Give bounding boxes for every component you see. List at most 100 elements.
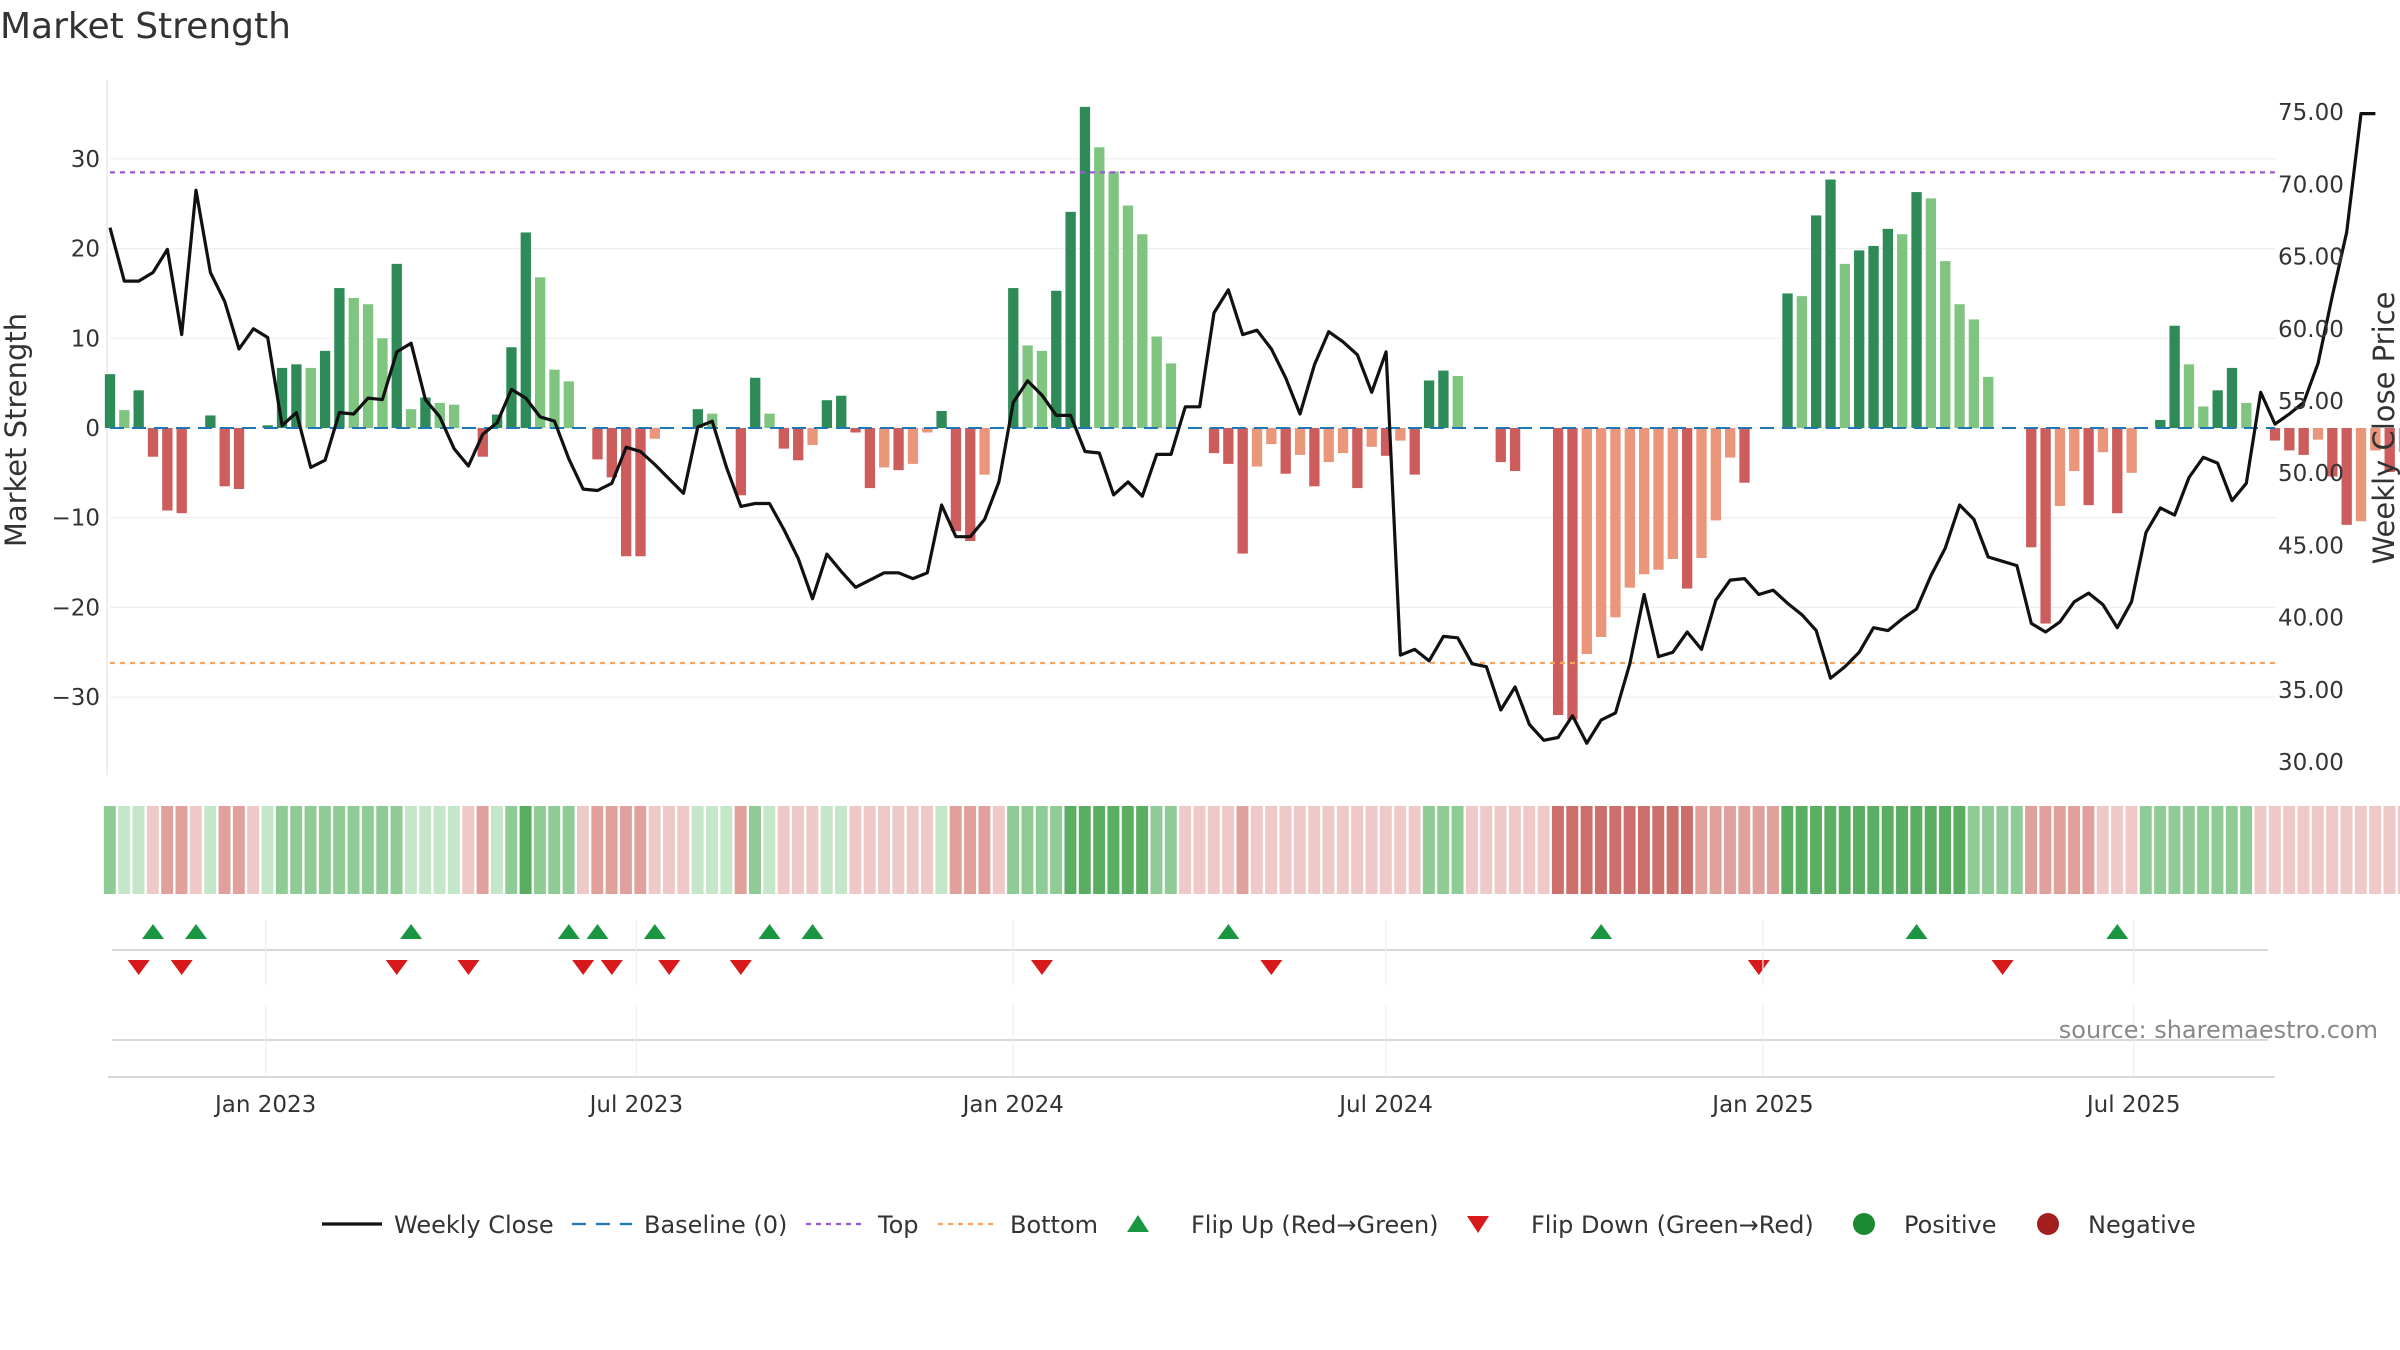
strength-bar	[635, 428, 646, 557]
x-tick-label: Jul 2025	[2085, 1092, 2181, 1118]
heat-strip-cell	[1767, 806, 1779, 894]
heat-strip-cell	[2283, 806, 2296, 894]
heat-strip-cell	[2297, 806, 2310, 894]
heat-strip-cell	[1838, 806, 1851, 894]
legend-item-baseline: Baseline (0)	[572, 1211, 787, 1239]
flip-markers-panel	[112, 924, 2268, 975]
heat-strip-cell	[591, 806, 604, 894]
strength-bar	[219, 428, 230, 487]
strength-bar	[276, 367, 288, 428]
heat-strip-cell	[634, 806, 647, 894]
x-tick-label: Jul 2023	[588, 1092, 684, 1118]
strength-bar	[1137, 234, 1148, 428]
heat-strip-cell	[189, 806, 202, 894]
heat-strip-cell	[1723, 806, 1736, 894]
strength-bar	[1079, 106, 1091, 429]
heat-strip-cell	[1580, 806, 1593, 894]
flip-down-marker	[127, 960, 150, 975]
strength-bar	[133, 390, 144, 428]
heat-strip-cell	[2010, 806, 2023, 894]
heat-strip-cell	[232, 806, 245, 894]
heat-strip-cell	[2096, 806, 2109, 894]
strength-bar	[2370, 428, 2381, 451]
heat-strip-cell	[964, 806, 977, 894]
heat-strip-cell	[691, 806, 704, 894]
strength-bar	[1509, 428, 1521, 472]
strength-bar	[176, 428, 187, 514]
heat-strip-cell	[892, 806, 905, 894]
heat-strip-cell	[734, 806, 747, 894]
strength-bar	[606, 428, 617, 478]
strength-bar	[291, 364, 302, 428]
strength-bar	[2312, 428, 2324, 440]
heat-strip-cell	[161, 806, 174, 894]
x-tick-label: Jul 2024	[1337, 1092, 1433, 1118]
flip-up-marker	[400, 924, 423, 939]
legend-label: Flip Down (Green→Red)	[1531, 1211, 1814, 1239]
strength-bar	[1409, 428, 1420, 475]
strength-bar	[405, 409, 417, 428]
heat-strip-cell	[462, 806, 475, 894]
strength-bar	[807, 428, 818, 446]
heat-strip-cell	[619, 806, 632, 894]
strength-bar	[778, 428, 790, 449]
heat-strip-cell	[1236, 806, 1249, 894]
strength-bar	[2026, 428, 2037, 548]
heat-strip-cell	[2053, 806, 2066, 894]
heat-strip-cell	[1566, 806, 1579, 894]
heat-strip-cell	[1394, 806, 1407, 894]
strength-bar	[1337, 428, 1349, 454]
strength-bar	[1696, 428, 1707, 559]
strength-bar	[1811, 215, 1822, 428]
heat-strip-cell	[720, 806, 733, 894]
heat-strip-cell	[1967, 806, 1980, 894]
source-note: source: sharemaestro.com	[2059, 1016, 2378, 1044]
strength-bar	[162, 428, 173, 511]
heat-strip-cell	[663, 806, 675, 894]
heat-strip-cell	[1623, 806, 1636, 894]
heat-strip-cell	[1810, 806, 1822, 894]
y-tick-label: 30	[71, 147, 100, 173]
y2-tick-label: 30.00	[2278, 750, 2344, 776]
flip-down-marker	[729, 960, 752, 975]
x-tick-label: Jan 2023	[213, 1092, 316, 1118]
heat-strip-cell	[992, 806, 1005, 894]
strength-bar	[1624, 428, 1635, 588]
heat-strip-cell	[906, 806, 919, 894]
flip-up-marker	[2106, 924, 2129, 939]
heat-strip-cell	[1953, 806, 1966, 894]
strength-bar	[549, 369, 560, 428]
heat-strip-cell	[792, 806, 804, 894]
heat-strip-cell	[2139, 806, 2152, 894]
strength-bar	[1710, 428, 1721, 521]
heat-strip-cell	[1250, 806, 1263, 894]
heat-strip-cell	[490, 806, 503, 894]
heat-strip-cell	[1465, 806, 1478, 894]
strength-bar	[2355, 428, 2367, 522]
heat-strip-cell	[1437, 806, 1450, 894]
heat-strip-cell	[2240, 806, 2253, 894]
heat-strip-cell	[261, 806, 274, 894]
strength-bar	[1782, 293, 1793, 428]
strength-bar	[1825, 179, 1836, 428]
legend-item-bottom: Bottom	[938, 1211, 1098, 1239]
strength-bar	[965, 428, 976, 542]
heat-strip-cell	[1078, 806, 1091, 894]
strength-bar	[362, 304, 374, 428]
y2-tick-label: 55.00	[2278, 389, 2344, 415]
strength-bar	[1925, 198, 1937, 428]
strength-bar	[1065, 211, 1076, 428]
heat-strip-cell	[1752, 806, 1765, 894]
strength-bar	[1223, 428, 1234, 464]
heat-strip-cell	[878, 806, 891, 894]
strength-bar	[1008, 288, 1019, 428]
strength-bar	[2198, 406, 2209, 428]
heat-strip-cell	[1021, 806, 1034, 894]
heat-strip-cell	[1451, 806, 1464, 894]
flip-down-marker	[600, 960, 623, 975]
heat-strip-cell	[103, 806, 116, 894]
strength-bar	[1051, 290, 1062, 428]
strength-bar	[1854, 250, 1865, 428]
legend-item-negative: Negative	[2037, 1211, 2196, 1239]
strength-bar	[2284, 428, 2295, 451]
